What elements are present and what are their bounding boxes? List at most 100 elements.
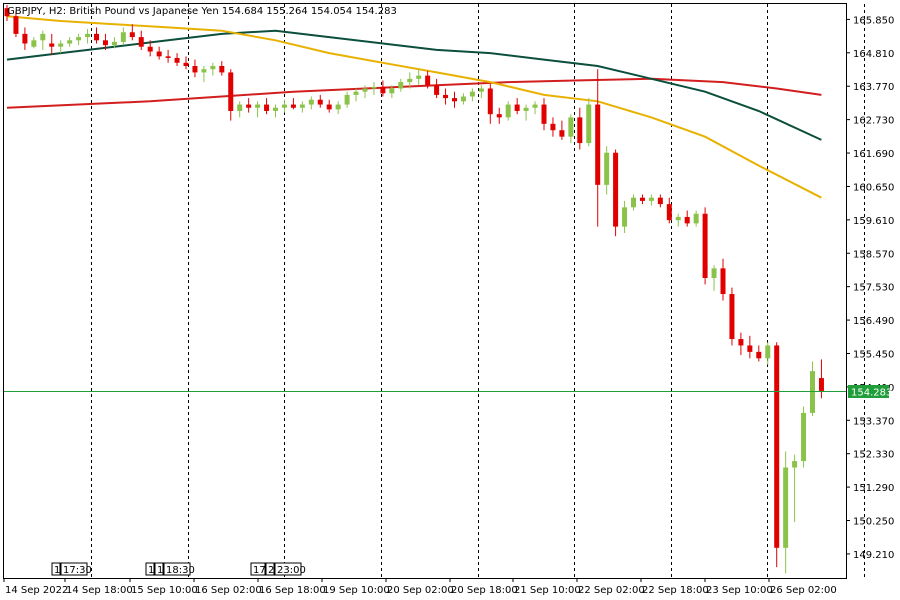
candle <box>138 30 144 50</box>
candle <box>657 194 663 208</box>
candle <box>317 94 323 108</box>
candle-body <box>568 117 574 137</box>
candle-body <box>675 216 681 221</box>
x-tick-label: 16 Sep 02:00 <box>195 585 262 596</box>
candle <box>165 49 171 63</box>
y-tick-label: 155.450 <box>853 349 894 360</box>
candle-body <box>738 339 744 346</box>
candle-body <box>353 91 359 95</box>
candle <box>102 33 108 50</box>
header-timeframe: H2 <box>49 6 63 17</box>
candle <box>299 101 305 113</box>
candle-body <box>4 8 10 17</box>
candle-body <box>801 412 807 462</box>
candle-body <box>586 104 592 144</box>
candle-body <box>219 65 225 73</box>
candle <box>362 85 368 99</box>
candle <box>568 114 574 144</box>
candle-body <box>389 88 395 94</box>
candle <box>532 101 538 115</box>
candle <box>210 62 216 76</box>
y-tick-label: 165.850 <box>853 15 894 26</box>
session-label: 18:30 <box>163 562 195 576</box>
candle-body <box>693 213 699 224</box>
candle <box>389 85 395 99</box>
candles <box>4 4 824 574</box>
candle-body <box>183 62 189 66</box>
candle-body <box>541 104 547 124</box>
candle-body <box>792 461 798 468</box>
candle-body <box>496 114 502 118</box>
candle-body <box>559 130 565 137</box>
candle <box>765 342 771 365</box>
candle-body <box>192 65 198 73</box>
candle <box>4 4 10 22</box>
session-label-box <box>250 562 266 576</box>
candle-body <box>550 123 556 131</box>
header-description: British Pound vs Japanese Yen <box>69 6 218 17</box>
candle <box>756 345 762 362</box>
candle <box>496 107 502 124</box>
candle <box>49 33 55 55</box>
candle-body <box>523 107 529 111</box>
candle <box>281 99 287 113</box>
candle <box>85 29 91 44</box>
candle <box>156 46 162 60</box>
candle <box>666 197 672 224</box>
candle-body <box>460 96 466 102</box>
candle <box>308 96 314 110</box>
candle-body <box>335 104 341 110</box>
candle-body <box>478 88 484 92</box>
candle-body <box>147 46 153 52</box>
candle-body <box>711 268 717 278</box>
candle <box>487 83 493 124</box>
session-label-text: 17:30 <box>63 565 92 576</box>
candle <box>31 37 37 49</box>
candle-body <box>120 32 126 42</box>
candle <box>58 40 64 54</box>
candle-body <box>210 65 216 70</box>
y-tick-label: 163.770 <box>853 82 894 93</box>
y-tick-label: 157.530 <box>853 283 894 294</box>
candle <box>443 88 449 105</box>
candle <box>523 104 529 121</box>
candle-body <box>264 104 270 111</box>
candle <box>326 99 332 113</box>
candle-body <box>371 86 377 89</box>
candle-body <box>810 371 815 413</box>
candle-body <box>246 104 252 108</box>
candle-body <box>308 99 314 105</box>
candle-body <box>416 75 422 79</box>
candle <box>783 451 789 574</box>
candle-body <box>613 152 619 227</box>
candle <box>684 210 690 227</box>
candle <box>13 11 19 38</box>
candle-body <box>747 345 753 352</box>
x-tick-label: 19 Sep 10:00 <box>323 585 390 596</box>
candle <box>452 91 457 108</box>
chart-header: GBPJPY, H2: British Pound vs Japanese Ye… <box>7 6 397 17</box>
candle-body <box>434 85 440 95</box>
candle-body <box>452 98 457 102</box>
candle <box>67 37 73 47</box>
session-labels: 1 17:30 1 1 18:30 17:2 23:00 <box>51 562 306 576</box>
candle-body <box>595 104 601 185</box>
candle-body <box>138 37 144 47</box>
candle-body <box>228 72 234 111</box>
y-tick-label: 151.290 <box>853 483 894 494</box>
candle <box>595 69 601 227</box>
candle-body <box>67 40 73 44</box>
candle-body <box>407 78 413 83</box>
candle <box>675 213 681 227</box>
candle <box>219 61 225 76</box>
session-label: 17:30 <box>60 562 92 576</box>
candle <box>255 101 261 118</box>
candle-body <box>818 378 824 391</box>
header-symbol: GBPJPY <box>7 6 43 17</box>
candle <box>639 194 645 205</box>
candle-body <box>281 104 287 108</box>
candle <box>702 207 708 285</box>
session-label: 23:00 <box>274 562 306 576</box>
candle <box>228 69 234 121</box>
